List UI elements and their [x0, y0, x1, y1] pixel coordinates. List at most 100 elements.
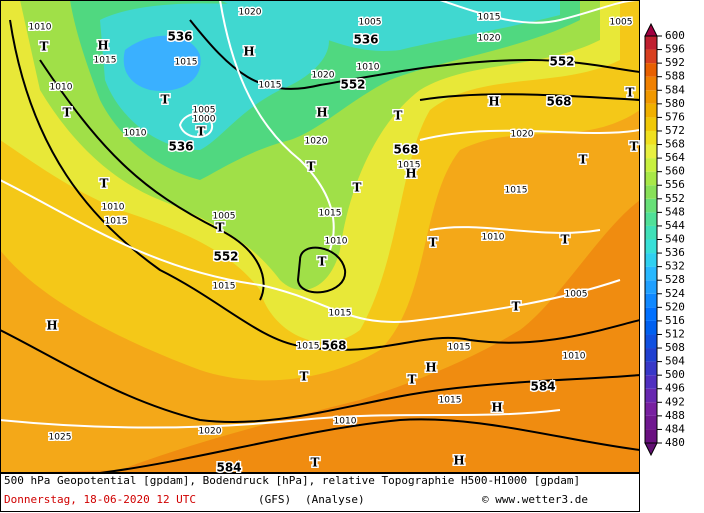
colorbar-segment [645, 185, 657, 199]
contour-label: 536 [168, 140, 193, 154]
pressure-center: T [63, 106, 72, 120]
colorbar-tick-label: 580 [665, 97, 685, 110]
colorbar-tick-label: 484 [665, 422, 685, 435]
colorbar-segment [645, 90, 657, 104]
isobar-label: 1015 [105, 217, 128, 227]
colorbar-segment [645, 402, 657, 416]
pressure-center: H [453, 454, 464, 468]
pressure-center: T [216, 221, 225, 235]
colorbar-segment [645, 361, 657, 376]
isobar-label: 1010 [124, 129, 147, 139]
colorbar-tick-label: 516 [665, 314, 685, 327]
pressure-center: T [307, 160, 316, 174]
colorbar-tick-label: 592 [665, 56, 685, 69]
pressure-center: T [311, 456, 320, 470]
colorbar-tick-label: 556 [665, 178, 685, 191]
pressure-center: H [316, 106, 327, 120]
colorbar-tick-label: 504 [665, 355, 685, 368]
colorbar-segment [645, 36, 657, 50]
isobar-label: 1015 [505, 186, 528, 196]
colorbar-segment [645, 144, 657, 159]
colorbar-segment [645, 117, 657, 131]
isobar-label: 1005 [213, 212, 236, 222]
colorbar-tick-label: 560 [665, 165, 685, 178]
isobar-label: 1010 [357, 63, 380, 73]
isobar-label: 1005 [193, 106, 216, 116]
isobar-label: 1015 [478, 13, 501, 23]
isobar-label: 1015 [448, 343, 471, 353]
isobar-label: 1020 [305, 137, 328, 147]
colorbar-tick-label: 548 [665, 205, 685, 218]
colorbar-tick-label: 500 [665, 368, 685, 381]
colorbar-segment [645, 348, 657, 362]
isobar-label: 1010 [482, 233, 505, 243]
footer-box [0, 473, 640, 512]
isobar-label: 1010 [102, 203, 125, 213]
isobar-label: 1010 [29, 23, 52, 33]
isobar-label: 1015 [94, 56, 117, 66]
contour-label: 568 [546, 95, 571, 109]
pressure-center: H [243, 45, 254, 59]
pressure-center: H [405, 167, 416, 181]
colorbar-segment [645, 307, 657, 321]
footer-copyright: © www.wetter3.de [482, 493, 588, 506]
colorbar-tick-label: 564 [665, 151, 685, 164]
pressure-center: T [197, 125, 206, 139]
colorbar-tick-label: 508 [665, 341, 685, 354]
isobar-label: 1005 [359, 18, 382, 28]
footer-date: Donnerstag, 18-06-2020 12 UTC [4, 493, 196, 506]
colorbar-tick-label: 536 [665, 246, 685, 259]
isobar-label: 1005 [565, 290, 588, 300]
map-frame [0, 0, 640, 473]
colorbar-segment [645, 130, 657, 145]
pressure-center: T [40, 40, 49, 54]
colorbar-tick-label: 520 [665, 300, 685, 313]
colorbar-tick-label: 568 [665, 138, 685, 151]
contour-label: 568 [321, 339, 346, 353]
pressure-center: T [429, 236, 438, 250]
colorbar-tick-label: 492 [665, 395, 685, 408]
isobar-label: 1015 [319, 209, 342, 219]
colorbar-segment [645, 429, 657, 443]
colorbar-segment [645, 266, 657, 281]
colorbar-tick-label: 576 [665, 110, 685, 123]
pressure-center: T [579, 153, 588, 167]
colorbar-segment [645, 239, 657, 254]
colorbar-tick-label: 532 [665, 260, 685, 273]
contour-label: 552 [549, 55, 574, 69]
isobar-label: 1015 [297, 342, 320, 352]
contour-label: 584 [530, 380, 555, 394]
isobar-label: 1015 [398, 161, 421, 171]
isobar-label: 1020 [199, 427, 222, 437]
pressure-center: H [46, 319, 57, 333]
colorbar-tick-label: 540 [665, 233, 685, 246]
colorbar-tick-label: 480 [665, 436, 685, 449]
pressure-center: T [630, 140, 639, 154]
isobar-label: 1015 [329, 309, 352, 319]
colorbar-segment [645, 320, 657, 335]
isobar-label: 1020 [478, 34, 501, 44]
contour-label: 584 [216, 461, 241, 475]
colorbar-segment [645, 158, 657, 172]
pressure-center: T [318, 255, 327, 269]
colorbar-tick-label: 528 [665, 273, 685, 286]
colorbar-segment [645, 212, 657, 226]
colorbar-tick-label: 496 [665, 382, 685, 395]
colorbar-segment [645, 49, 657, 64]
colorbar-segment [645, 375, 657, 389]
footer-run: (Analyse) [305, 493, 365, 506]
isobar-label: 1020 [239, 8, 262, 18]
isobar-label: 1010 [50, 83, 73, 93]
colorbar-tick-label: 524 [665, 287, 685, 300]
isobar-label: 1005 [610, 18, 633, 28]
colorbar-tick-label: 544 [665, 219, 685, 232]
isobar-label: 1015 [175, 58, 198, 68]
colorbar-segment [645, 388, 657, 403]
pressure-center: T [626, 86, 635, 100]
colorbar-tick-label: 512 [665, 327, 685, 340]
colorbar-segment [645, 198, 657, 213]
isobar-label: 1010 [563, 352, 586, 362]
pressure-center: T [100, 177, 109, 191]
